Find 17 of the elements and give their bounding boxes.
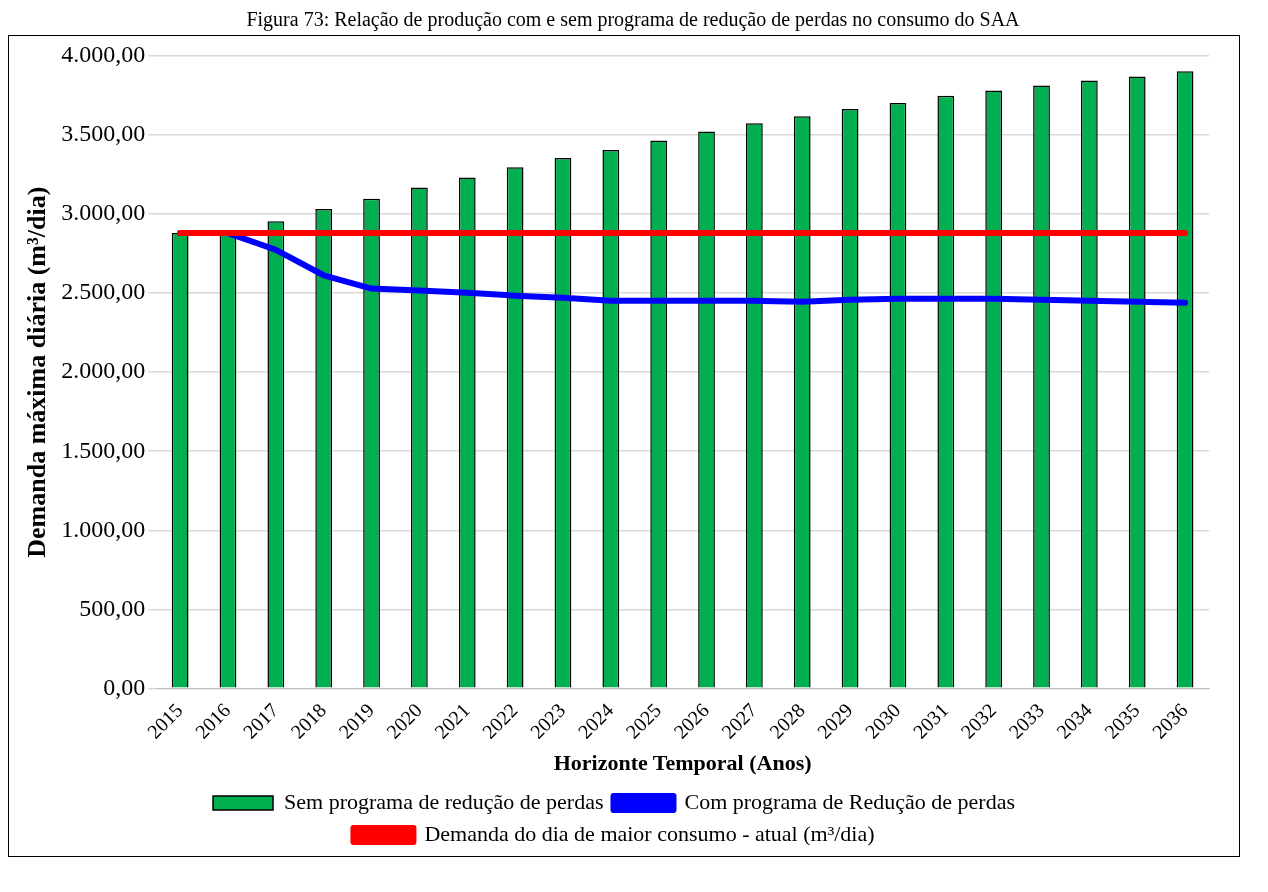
y-tick-label: 1.000,00 (61, 515, 146, 542)
x-tick-label: 2021 (429, 698, 474, 743)
y-tick-label: 2.500,00 (61, 278, 146, 305)
legend-label: Sem programa de redução de perdas (284, 788, 604, 814)
y-tick-label: 500,00 (79, 594, 146, 621)
y-tick-label: 3.500,00 (61, 120, 146, 147)
y-tick-label: 4.000,00 (61, 41, 146, 68)
y-tick-label: 0,00 (103, 673, 146, 700)
x-tick-label: 2031 (908, 698, 953, 743)
x-axis-title: Horizonte Temporal (Anos) (553, 750, 812, 776)
y-tick-label: 1.500,00 (61, 436, 146, 463)
y-tick-label: 2.000,00 (61, 357, 146, 384)
legend-label: Demanda do dia de maior consumo - atual (m³/dia) (424, 820, 875, 846)
y-axis-title: Demanda máxima diária (m³/dia) (22, 186, 52, 558)
chart-title: Figura 73: Relação de produção com e sem programa de redução de perdas no consumo do SAA (245, 8, 1021, 31)
legend-label: Com programa de Redução de perdas (684, 788, 1015, 814)
y-tick-label: 3.000,00 (61, 199, 146, 226)
